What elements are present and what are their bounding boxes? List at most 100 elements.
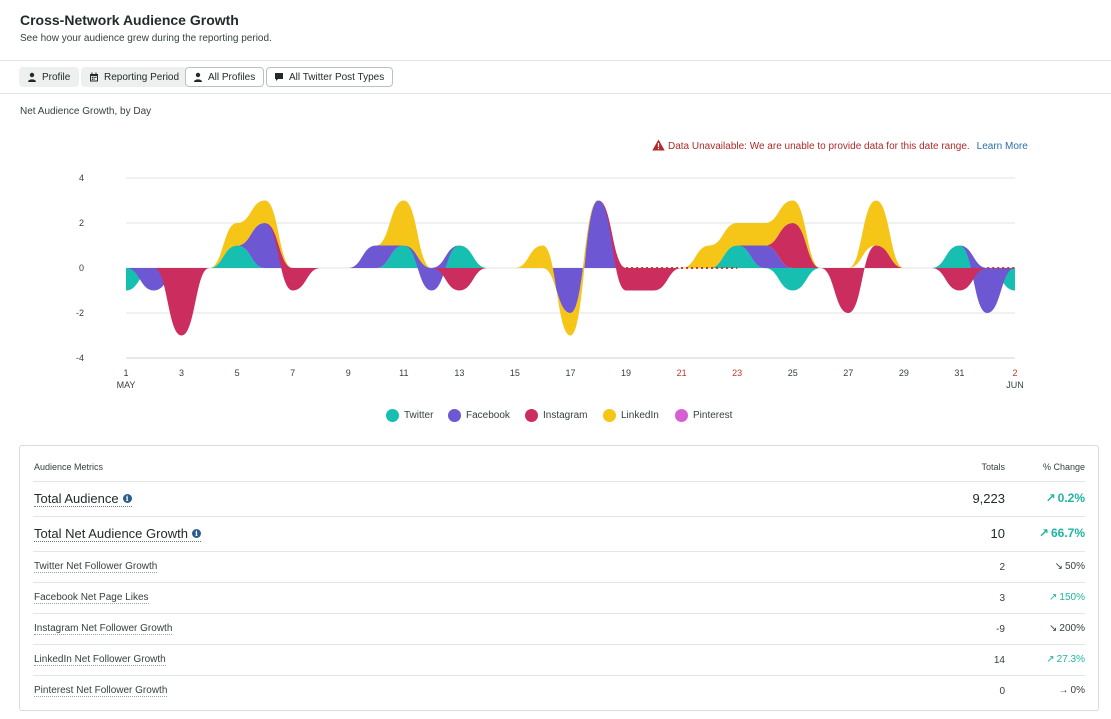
metric-change: → 0%: [1059, 685, 1085, 696]
page-subtitle: See how your audience grew during the re…: [20, 33, 272, 44]
metric-name: Facebook Net Page Likes: [34, 592, 149, 603]
metric-total: -9: [996, 624, 1005, 635]
post-types-button[interactable]: All Twitter Post Types: [266, 67, 394, 87]
speech-bubble-icon: [274, 72, 284, 82]
arrow-right-icon: →: [1058, 685, 1069, 696]
metric-total: 10: [990, 526, 1005, 541]
x-tick-label: 5: [235, 368, 240, 378]
metric-name-link[interactable]: Facebook Net Page Likes: [34, 592, 149, 604]
change-value: 0.2%: [1057, 491, 1085, 505]
legend-swatch: [675, 409, 688, 422]
metric-name-link[interactable]: Total Net Audience Growth i: [34, 526, 201, 542]
legend-label: Instagram: [543, 410, 588, 421]
metric-change: ↗ 0.2%: [1046, 491, 1085, 505]
metric-total: 3: [999, 593, 1005, 604]
metric-name: LinkedIn Net Follower Growth: [34, 654, 166, 665]
change-value: 200%: [1059, 623, 1085, 634]
filter-label: All Profiles: [208, 71, 256, 83]
page-header: Cross-Network Audience Growth See how yo…: [0, 0, 1111, 61]
metric-name: Instagram Net Follower Growth: [34, 623, 173, 634]
table-row: Facebook Net Page Likes 3 ↗ 150%: [33, 582, 1085, 613]
y-tick-label: -2: [76, 308, 84, 318]
data-unavailable-warning: Data Unavailable: We are unable to provi…: [652, 139, 1028, 153]
metric-name-link[interactable]: Total Audience i: [34, 491, 132, 507]
legend-label: Pinterest: [693, 410, 733, 421]
legend-label: Twitter: [404, 410, 434, 421]
metric-name: Pinterest Net Follower Growth: [34, 685, 168, 696]
warning-icon: [652, 139, 665, 154]
x-tick-sublabel: MAY: [117, 380, 136, 390]
legend-label: Facebook: [466, 410, 510, 421]
legend-item-linkedin[interactable]: LinkedIn: [603, 409, 659, 422]
legend-item-twitter[interactable]: Twitter: [386, 409, 433, 422]
metric-name-link[interactable]: Instagram Net Follower Growth: [34, 623, 173, 635]
x-tick-label: 21: [677, 368, 687, 378]
metric-total: 14: [993, 655, 1005, 666]
x-tick-label: 7: [290, 368, 295, 378]
metric-name-link[interactable]: Pinterest Net Follower Growth: [34, 685, 168, 697]
x-tick-label: 29: [899, 368, 909, 378]
table-row: Instagram Net Follower Growth -9 ↘ 200%: [33, 613, 1085, 644]
chart-title: Net Audience Growth, by Day: [20, 106, 152, 117]
x-tick-label: 3: [179, 368, 184, 378]
filter-label: All Twitter Post Types: [289, 71, 385, 83]
area-series-twitter: [126, 245, 1015, 291]
person-icon: [27, 72, 37, 82]
x-tick-label: 15: [510, 368, 520, 378]
arrow-up-right-icon: ↗: [1046, 654, 1055, 665]
y-tick-label: 4: [79, 173, 84, 183]
change-value: 27.3%: [1056, 654, 1085, 665]
metric-change: ↗ 66.7%: [1039, 526, 1085, 540]
all-profiles-button[interactable]: All Profiles: [185, 67, 265, 87]
area-series-instagram: [126, 200, 1015, 336]
change-value: 66.7%: [1050, 526, 1085, 540]
info-icon[interactable]: i: [122, 494, 132, 503]
info-icon[interactable]: i: [191, 529, 201, 538]
change-value: 150%: [1059, 592, 1085, 603]
x-tick-sublabel: JUN: [1006, 380, 1024, 390]
legend-item-instagram[interactable]: Instagram: [525, 409, 587, 422]
table-row: Twitter Net Follower Growth 2 ↘ 50%: [33, 551, 1085, 582]
metric-column-header: Audience Metrics: [34, 462, 104, 472]
legend-swatch: [386, 409, 399, 422]
table-row: Total Audience i 9,223 ↗ 0.2%: [33, 481, 1085, 516]
change-value: 0%: [1070, 685, 1085, 696]
legend-item-pinterest[interactable]: Pinterest: [675, 409, 732, 422]
legend-item-facebook[interactable]: Facebook: [448, 409, 510, 422]
metric-change: ↗ 150%: [1049, 592, 1085, 603]
metric-total: 0: [999, 686, 1005, 697]
metric-name-link[interactable]: Twitter Net Follower Growth: [34, 561, 158, 573]
metric-total: 9,223: [972, 491, 1005, 506]
y-tick-label: -4: [76, 353, 84, 363]
arrow-up-right-icon: ↗: [1038, 526, 1049, 540]
metric-name-link[interactable]: LinkedIn Net Follower Growth: [34, 654, 166, 666]
x-tick-label: 17: [565, 368, 575, 378]
x-tick-label: 31: [954, 368, 964, 378]
totals-column-header: Totals: [981, 462, 1005, 472]
x-tick-label: 2: [1012, 368, 1017, 378]
profile-filter-button[interactable]: Profile: [19, 67, 80, 87]
filter-bar: Profile Reporting Period All Profiles Al…: [0, 61, 1111, 94]
y-tick-label: 0: [79, 263, 84, 273]
table-row: Total Net Audience Growth i 10 ↗ 66.7%: [33, 516, 1085, 551]
table-row: Pinterest Net Follower Growth 0 → 0%: [33, 675, 1085, 706]
arrow-down-right-icon: ↘: [1049, 623, 1058, 634]
change-value: 50%: [1064, 561, 1085, 572]
learn-more-link[interactable]: Learn More: [976, 140, 1028, 152]
person-icon: [193, 72, 203, 82]
legend-swatch: [525, 409, 538, 422]
arrow-up-right-icon: ↗: [1049, 592, 1058, 603]
x-tick-label: 1: [123, 368, 128, 378]
warning-message: Data Unavailable: We are unable to provi…: [668, 140, 970, 152]
x-tick-label: 13: [454, 368, 464, 378]
calendar-icon: [89, 72, 99, 82]
reporting-period-button[interactable]: Reporting Period: [81, 67, 189, 87]
x-tick-label: 25: [788, 368, 798, 378]
chart-legend: Twitter Facebook Instagram LinkedIn Pint…: [0, 409, 1111, 425]
metric-total: 2: [999, 562, 1005, 573]
table-row: LinkedIn Net Follower Growth 14 ↗ 27.3%: [33, 644, 1085, 675]
metric-name: Twitter Net Follower Growth: [34, 561, 158, 572]
area-series-facebook: [126, 200, 1015, 313]
x-tick-label: 9: [346, 368, 351, 378]
table-header: Audience Metrics Totals % Change: [20, 446, 1098, 482]
